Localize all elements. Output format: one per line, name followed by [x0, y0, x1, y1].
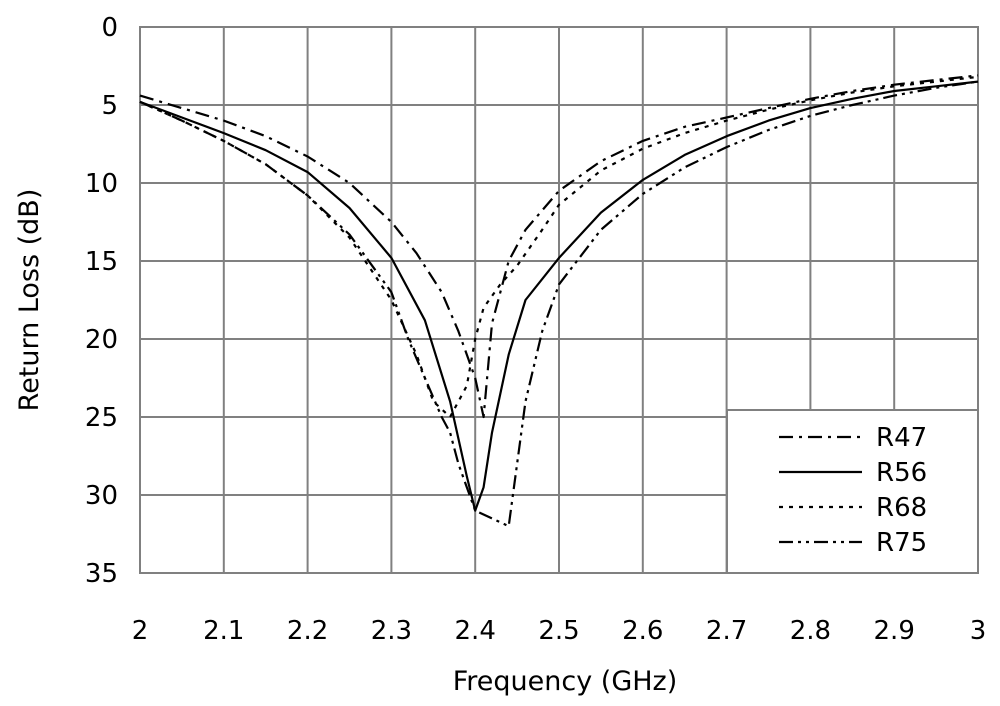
series-lines	[139, 74, 979, 528]
legend-label-r75: R75	[876, 528, 927, 558]
y-tick-label: 0	[101, 13, 118, 43]
y-tick-label: 30	[85, 481, 118, 511]
legend-box	[726, 409, 979, 574]
y-axis-tick-labels: 0 5 10 15 20 25 30 35	[85, 13, 118, 589]
legend-label-r68: R68	[876, 493, 927, 523]
y-tick-label: 35	[85, 559, 118, 589]
legend-label-r47: R47	[876, 423, 927, 453]
x-tick-label: 2.9	[874, 616, 915, 646]
y-tick-label: 15	[85, 247, 118, 277]
series-line-r47	[139, 74, 979, 419]
legend-label-r56: R56	[876, 458, 927, 488]
x-tick-label: 2.1	[203, 616, 244, 646]
x-tick-label: 2.7	[706, 616, 747, 646]
series-line-r56	[139, 80, 979, 512]
x-tick-label: 2.2	[287, 616, 328, 646]
y-tick-label: 25	[85, 403, 118, 433]
grid-lines	[140, 27, 978, 573]
series-line-r75	[139, 80, 979, 528]
x-tick-label: 2.3	[371, 616, 412, 646]
y-tick-label: 10	[85, 169, 118, 199]
x-axis-tick-labels: 2 2.1 2.2 2.3 2.4 2.5 2.6 2.7 2.8 2.9 3	[132, 616, 987, 646]
plot-frame	[139, 26, 979, 574]
x-axis-title: Frequency (GHz)	[453, 666, 678, 697]
x-tick-label: 2.4	[455, 616, 496, 646]
x-tick-label: 2.8	[790, 616, 831, 646]
x-tick-label: 2.5	[538, 616, 579, 646]
y-axis-title: Return Loss (dB)	[14, 189, 45, 412]
x-tick-label: 2.6	[622, 616, 663, 646]
x-tick-label: 3	[970, 616, 987, 646]
legend: R47 R56 R68 R75	[726, 409, 979, 574]
x-tick-label: 2	[132, 616, 149, 646]
y-tick-label: 20	[85, 325, 118, 355]
y-tick-label: 5	[101, 91, 118, 121]
